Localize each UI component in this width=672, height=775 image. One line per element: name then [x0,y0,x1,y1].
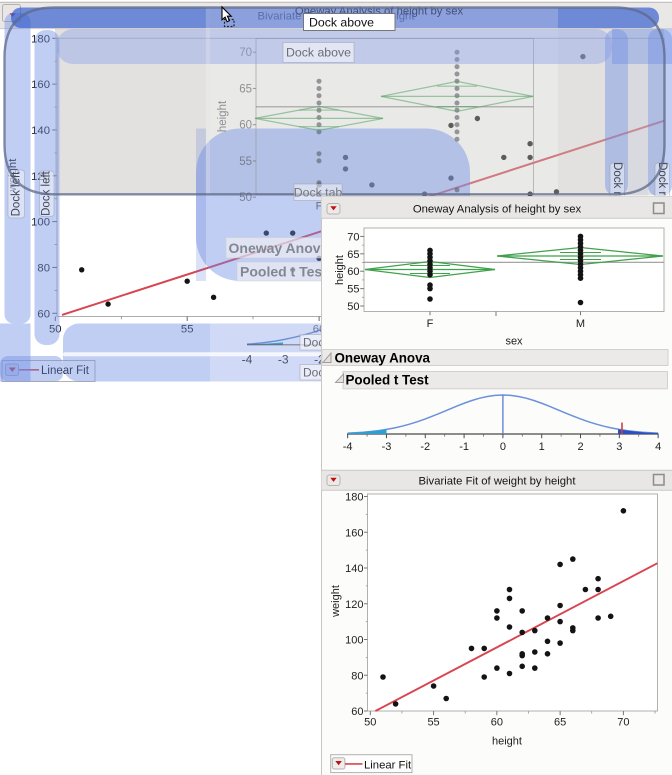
svg-text:60: 60 [491,717,503,729]
svg-text:60: 60 [37,308,50,320]
svg-text:Bivariate Fit of weight by hei: Bivariate Fit of weight by height [419,476,577,488]
svg-text:Pooled t Test: Pooled t Test [240,263,327,279]
svg-text:-4: -4 [343,441,353,453]
svg-text:55: 55 [347,284,359,296]
svg-text:-2: -2 [314,353,325,367]
svg-text:160: 160 [345,527,363,539]
svg-text:60: 60 [239,120,252,132]
svg-text:120: 120 [345,599,363,611]
svg-text:80: 80 [37,262,50,274]
svg-text:70: 70 [617,717,629,729]
svg-text:height: height [492,736,522,748]
svg-text:Dock above: Dock above [309,16,374,30]
svg-text:Oneway Anova: Oneway Anova [229,240,329,256]
svg-text:0: 0 [500,441,506,453]
svg-text:1: 1 [539,441,545,453]
svg-text:Dock left: Dock left [11,171,23,217]
svg-text:Linear Fit: Linear Fit [364,759,412,771]
svg-text:80: 80 [351,670,363,682]
svg-text:Linear Fit: Linear Fit [41,365,90,377]
svg-text:65: 65 [239,83,252,95]
svg-text:-3: -3 [278,353,289,367]
svg-text:3: 3 [616,441,622,453]
svg-text:65: 65 [554,717,566,729]
svg-text:M: M [576,318,585,330]
svg-text:55: 55 [181,324,194,336]
svg-text:-1: -1 [459,441,469,453]
svg-text:Oneway Anova: Oneway Anova [335,351,431,366]
svg-text:180: 180 [31,33,50,45]
svg-text:55: 55 [239,156,252,168]
svg-text:50: 50 [364,717,376,729]
svg-text:-4: -4 [242,353,253,367]
svg-text:120: 120 [31,171,50,183]
svg-text:F: F [427,318,434,330]
svg-text:Oneway Analysis of height by s: Oneway Analysis of height by sex [413,204,582,216]
svg-text:height: height [217,100,229,132]
svg-text:height: height [334,255,346,285]
svg-text:160: 160 [31,79,50,91]
svg-text:70: 70 [239,47,252,59]
svg-text:2: 2 [577,441,583,453]
svg-text:140: 140 [31,125,50,137]
svg-text:65: 65 [347,249,359,261]
svg-text:70: 70 [347,231,359,243]
svg-text:-3: -3 [382,441,392,453]
svg-text:60: 60 [351,706,363,718]
svg-text:Dock above: Dock above [286,46,351,60]
svg-text:55: 55 [427,717,439,729]
svg-text:100: 100 [31,217,50,229]
svg-text:50: 50 [49,324,62,336]
svg-text:60: 60 [347,266,359,278]
svg-text:-2: -2 [420,441,430,453]
svg-text:F: F [316,201,323,213]
svg-text:50: 50 [347,301,359,313]
svg-text:100: 100 [345,635,363,647]
svg-text:4: 4 [655,441,661,453]
svg-text:sex: sex [505,336,523,348]
svg-text:weight: weight [330,585,342,618]
svg-text:140: 140 [345,563,363,575]
svg-text:180: 180 [345,492,363,504]
svg-text:Pooled t Test: Pooled t Test [346,373,430,388]
